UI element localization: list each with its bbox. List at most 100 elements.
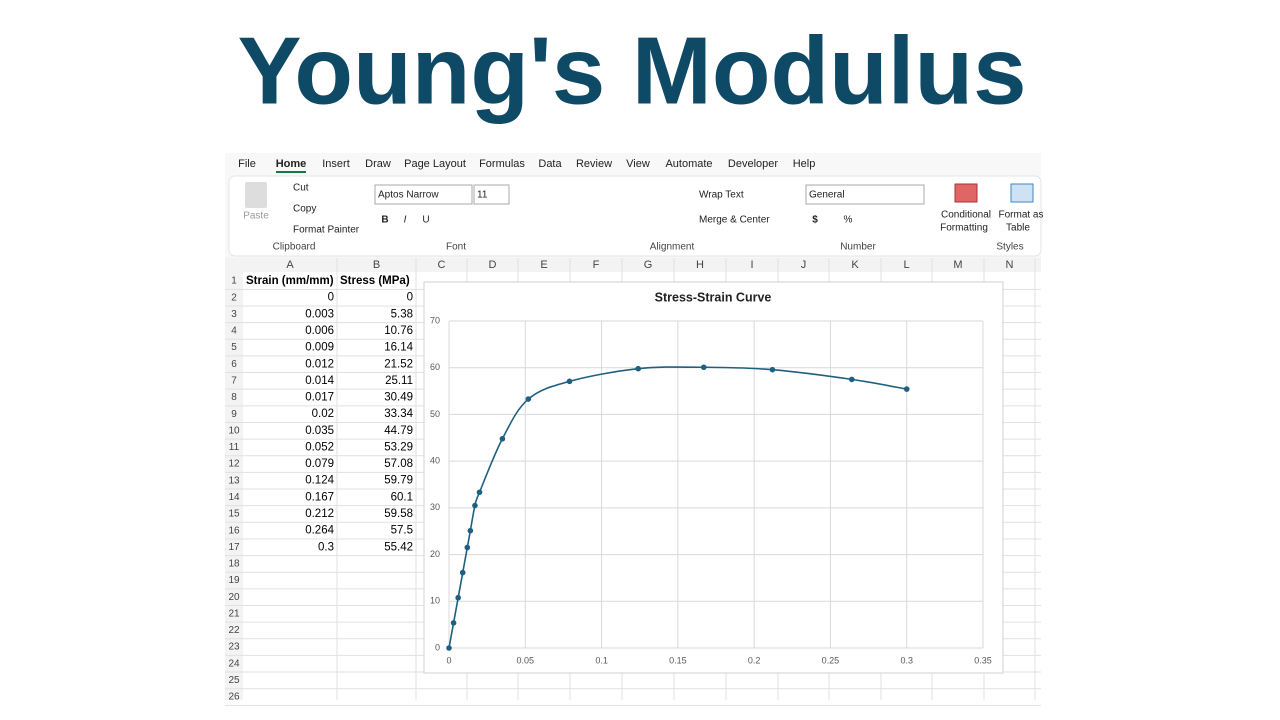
ribbon-label[interactable]: Table [1006, 223, 1030, 234]
ribbon-label[interactable]: Format Painter [293, 225, 360, 236]
strain-cell: 0.212 [305, 508, 334, 520]
menu-tab[interactable]: Insert [322, 158, 350, 170]
stress-cell: 30.49 [384, 392, 413, 404]
table-icon [1010, 183, 1034, 203]
ribbon-label[interactable]: Copy [293, 204, 316, 215]
menu-tab[interactable]: Data [538, 158, 562, 170]
ribbon-label[interactable]: General [809, 190, 845, 201]
data-point [499, 435, 506, 442]
stress-cell: 44.79 [384, 425, 413, 437]
stress-cell: 33.34 [384, 408, 413, 420]
menu-tab[interactable]: File [238, 158, 256, 170]
paste-icon [245, 182, 267, 208]
column-header: C [438, 259, 446, 271]
stress-cell: 59.79 [384, 475, 413, 487]
number-format-box [805, 184, 925, 205]
y-tick-label: 50 [430, 409, 440, 419]
column-header: J [801, 259, 807, 271]
x-tick-label: 0.05 [517, 655, 535, 665]
ribbon-label[interactable]: Format as [998, 210, 1043, 221]
column-header: K [851, 259, 859, 271]
stress-cell: 53.29 [384, 441, 413, 453]
menu-tab[interactable]: View [626, 158, 650, 170]
stress-cell: 57.5 [391, 525, 413, 537]
ribbon-label[interactable]: Wrap Text [699, 190, 744, 201]
row-number: 17 [228, 542, 240, 553]
y-tick-label: 40 [430, 456, 440, 466]
data-point [769, 366, 776, 373]
row-number: 12 [228, 459, 240, 470]
strain-cell: 0.3 [318, 541, 334, 553]
stress-cell: 25.11 [385, 375, 413, 387]
ribbon-label: Styles [996, 242, 1023, 253]
data-point [446, 645, 452, 651]
row-number: 15 [228, 509, 240, 520]
ribbon-label[interactable]: $ [812, 215, 818, 226]
data-point [566, 378, 573, 385]
column-header: F [593, 259, 600, 271]
row-number: 10 [228, 425, 240, 436]
y-tick-label: 30 [430, 502, 440, 512]
header-cell: Stress (MPa) [340, 275, 410, 287]
strain-cell: 0.017 [305, 392, 334, 404]
data-point [467, 527, 474, 534]
strain-cell: 0 [328, 292, 334, 304]
column-header: E [540, 259, 547, 271]
strain-cell: 0.264 [305, 525, 334, 537]
strain-cell: 0.009 [305, 342, 334, 354]
strain-cell: 0.035 [305, 425, 334, 437]
menu-tab[interactable]: Help [793, 158, 816, 170]
column-header: A [286, 259, 294, 271]
row-number: 11 [229, 442, 240, 453]
header-cell: Strain (mm/mm) [246, 275, 334, 287]
ribbon-label[interactable]: U [422, 215, 429, 226]
row-number: 9 [231, 409, 237, 420]
column-header: H [696, 259, 704, 271]
stress-cell: 16.14 [384, 342, 413, 354]
row-number: 7 [231, 376, 237, 387]
ribbon-label[interactable]: Formatting [940, 223, 988, 234]
ribbon-label[interactable]: Paste [243, 211, 269, 222]
data-point [525, 396, 532, 402]
x-tick-label: 0.3 [900, 655, 913, 665]
row-number: 22 [228, 625, 240, 636]
ribbon-label[interactable]: Merge & Center [699, 215, 770, 226]
ribbon-label: Alignment [650, 242, 695, 253]
row-number: 5 [231, 342, 237, 353]
row-number: 3 [231, 309, 237, 320]
column-header: D [489, 259, 497, 271]
column-header-bar [225, 258, 1041, 272]
strain-cell: 0.167 [305, 491, 334, 503]
data-point [450, 620, 457, 626]
ribbon-label[interactable]: Aptos Narrow [378, 190, 439, 201]
strain-cell: 0.012 [305, 358, 334, 370]
menu-tab[interactable]: Formulas [479, 158, 525, 170]
y-tick-label: 70 [430, 315, 440, 325]
row-header-bar [225, 258, 243, 700]
menu-tab[interactable]: Page Layout [404, 158, 466, 170]
menu-tab[interactable]: Review [576, 158, 612, 170]
ribbon-label[interactable]: % [844, 215, 853, 226]
chart-title: Stress-Strain Curve [655, 290, 772, 304]
ribbon-label[interactable]: 11 [477, 190, 488, 201]
menu-tab[interactable]: Automate [665, 158, 712, 170]
x-tick-label: 0.35 [974, 655, 992, 665]
row-number: 16 [228, 525, 240, 536]
row-number: 24 [228, 658, 240, 669]
ribbon-label[interactable]: B [381, 215, 388, 226]
ribbon-label[interactable]: I [404, 215, 407, 226]
ribbon-label[interactable]: Cut [293, 183, 309, 194]
menu-tab[interactable]: Developer [728, 158, 778, 170]
menu-tab[interactable]: Draw [365, 158, 391, 170]
row-number: 19 [228, 575, 240, 586]
strain-cell: 0.014 [305, 375, 334, 387]
y-tick-label: 60 [430, 362, 440, 372]
font-size-box [473, 184, 510, 205]
row-number: 4 [231, 326, 237, 337]
ribbon-label[interactable]: Conditional [941, 210, 991, 221]
stress-cell: 60.1 [391, 491, 413, 503]
ribbon-label: Font [446, 242, 466, 253]
row-number: 6 [231, 359, 237, 370]
menu-tab[interactable]: Home [276, 158, 307, 170]
